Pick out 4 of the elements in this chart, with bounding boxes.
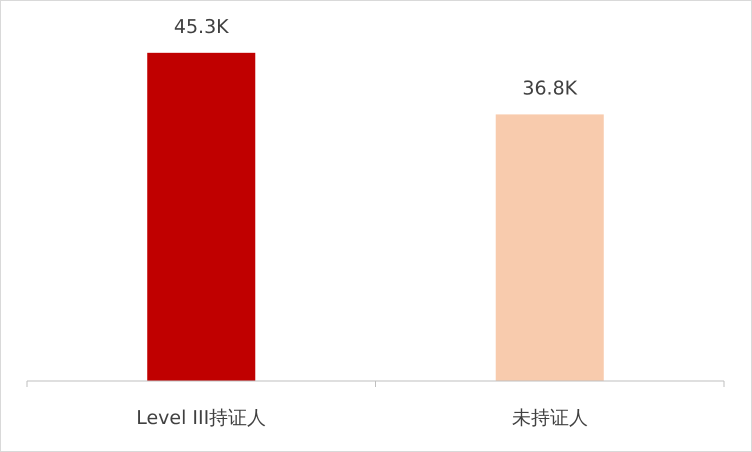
data-label: 45.3K bbox=[174, 16, 230, 38]
x-tick-label: Level III持证人 bbox=[136, 407, 266, 429]
data-label: 36.8K bbox=[522, 77, 578, 100]
x-tick-label: 未持证人 bbox=[512, 407, 588, 429]
